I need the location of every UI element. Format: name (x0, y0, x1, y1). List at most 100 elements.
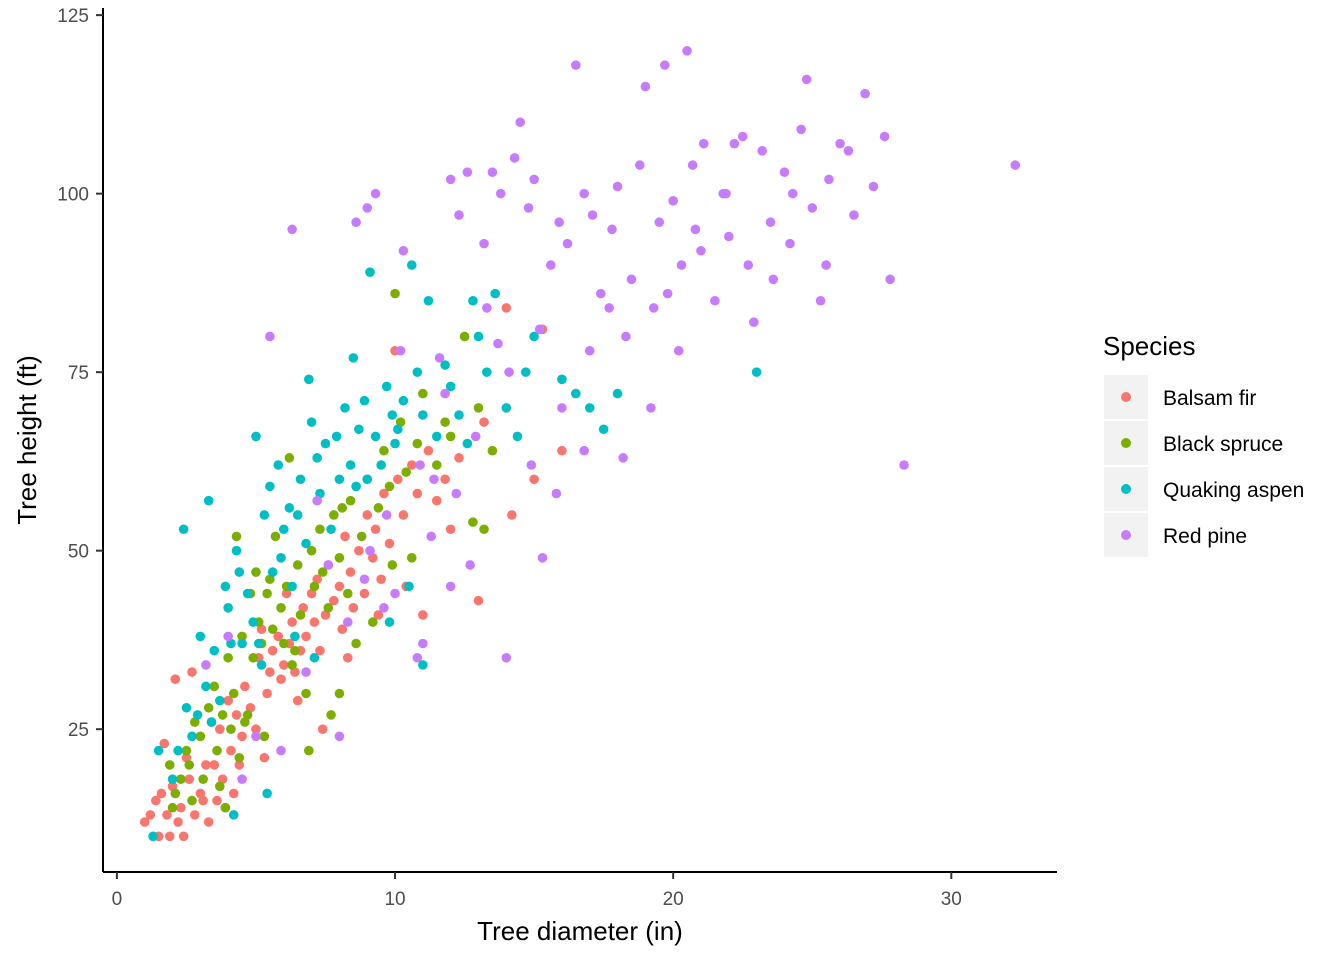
data-point (646, 403, 656, 413)
data-point (462, 167, 473, 178)
data-point (342, 617, 353, 627)
data-point (276, 745, 286, 756)
data-point (571, 388, 581, 399)
legend-item: Balsam fir (1104, 375, 1256, 419)
x-tick-label: 0 (112, 889, 123, 910)
data-point (370, 188, 381, 199)
data-point (295, 474, 306, 485)
data-point (785, 238, 795, 249)
data-point (301, 631, 311, 642)
data-point (445, 581, 456, 592)
data-point (259, 510, 270, 520)
data-point (373, 610, 384, 620)
data-point (451, 488, 462, 499)
data-point (284, 503, 295, 513)
data-point (231, 710, 242, 720)
data-point (406, 460, 417, 470)
data-point (295, 610, 306, 620)
data-point (537, 553, 548, 563)
y-tick-label: 100 (57, 185, 89, 206)
data-point (768, 274, 779, 285)
data-point (292, 510, 303, 520)
data-point (201, 760, 211, 770)
data-point (571, 60, 581, 70)
data-point (384, 538, 395, 549)
data-point (718, 188, 729, 199)
series-quaking-aspen (148, 260, 762, 842)
data-point (198, 795, 208, 806)
data-points (139, 46, 1021, 842)
data-point (362, 203, 373, 213)
data-point (356, 531, 367, 542)
data-point (849, 210, 859, 220)
data-point (251, 731, 261, 742)
data-point (301, 538, 311, 549)
data-point (228, 688, 239, 699)
data-point (418, 610, 428, 620)
data-point (482, 367, 492, 377)
data-point (323, 560, 334, 570)
data-point (440, 360, 450, 370)
legend-item: Black spruce (1104, 421, 1283, 465)
data-point (454, 453, 464, 463)
data-point (660, 60, 670, 70)
data-point (729, 138, 740, 149)
data-point (220, 581, 231, 592)
data-point (598, 424, 609, 435)
data-point (401, 467, 411, 477)
data-point (237, 731, 247, 742)
data-point (454, 410, 464, 420)
data-point (579, 188, 589, 199)
data-point (520, 367, 531, 377)
data-point (234, 567, 245, 577)
data-point (203, 817, 214, 827)
data-point (545, 260, 556, 270)
data-point (148, 831, 158, 842)
data-point (529, 174, 539, 185)
data-point (465, 560, 475, 570)
data-point (751, 367, 762, 377)
data-point (379, 603, 389, 613)
data-point (292, 695, 303, 706)
data-point (384, 617, 395, 627)
data-point (184, 760, 195, 770)
data-point (262, 688, 272, 699)
data-point (181, 745, 192, 756)
data-point (223, 631, 233, 642)
data-point (796, 124, 806, 135)
data-point (534, 324, 545, 335)
data-point (354, 545, 364, 556)
data-point (240, 717, 250, 727)
data-point (529, 474, 539, 485)
data-point (301, 688, 311, 699)
data-point (178, 524, 189, 535)
data-point (885, 274, 895, 285)
data-point (342, 588, 353, 599)
data-point (223, 652, 233, 663)
data-point (170, 674, 181, 685)
data-point (493, 338, 503, 349)
data-point (696, 245, 706, 256)
data-point (253, 638, 264, 649)
data-point (787, 188, 798, 199)
data-point (415, 460, 425, 470)
data-point (317, 724, 328, 734)
data-point (749, 317, 759, 327)
data-point (440, 388, 450, 399)
data-point (640, 81, 651, 92)
data-point (387, 560, 398, 570)
x-tick-label: 30 (941, 889, 962, 910)
data-point (340, 531, 350, 542)
data-point (276, 674, 286, 685)
data-point (251, 567, 261, 577)
data-point (370, 524, 381, 535)
data-point (387, 410, 398, 420)
data-point (273, 460, 284, 470)
x-axis-ticks: 0 10 20 30 (112, 872, 962, 910)
data-point (899, 460, 909, 470)
data-point (262, 788, 272, 799)
data-point (418, 638, 428, 649)
data-point (276, 553, 286, 563)
data-point (454, 210, 464, 220)
data-point (473, 403, 484, 413)
